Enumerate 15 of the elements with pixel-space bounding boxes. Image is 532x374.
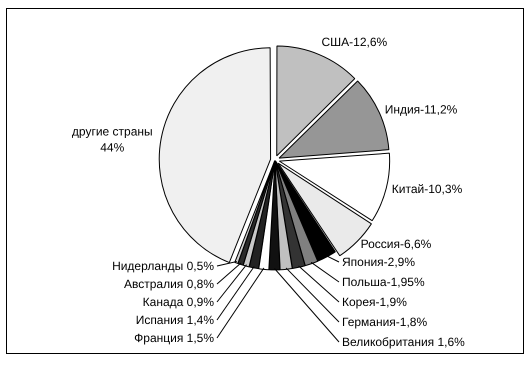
slice-label: Китай-10,3% [392, 182, 463, 196]
slice-label: Франция 1,5% [134, 331, 214, 345]
slice-label: другие страны 44% [72, 124, 153, 154]
slice-label: Испания 1,4% [136, 313, 214, 327]
slice-label: Россия-6,6% [360, 237, 432, 252]
slice-label: Индия-11,2% [384, 102, 458, 116]
slice-label: Нидерланды 0,5% [112, 259, 214, 273]
slice-label: Канада 0,9% [142, 295, 214, 309]
slice-label: Великобритания 1,6% [342, 335, 466, 349]
slice-label: Польша-1,95% [342, 275, 425, 289]
slice-label: США-12,6% [321, 35, 388, 50]
slice-label: Австралия 0,8% [124, 277, 214, 291]
slice-label: Япония-2,9% [342, 255, 416, 269]
slice-label: Германия-1,8% [342, 315, 428, 329]
slice-label: Корея-1,9% [342, 295, 408, 309]
